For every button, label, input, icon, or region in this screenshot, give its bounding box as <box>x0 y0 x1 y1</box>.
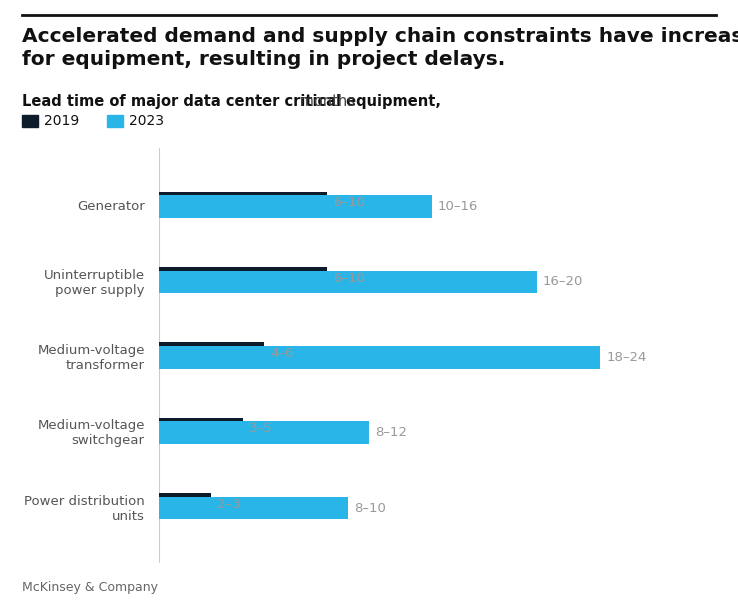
Bar <box>159 417 243 440</box>
Text: 2–3: 2–3 <box>218 498 241 511</box>
Bar <box>159 195 432 218</box>
Text: 18–24: 18–24 <box>606 351 646 364</box>
Bar <box>159 497 348 519</box>
Text: months: months <box>295 94 355 109</box>
Text: Lead time of major data center critical equipment,: Lead time of major data center critical … <box>22 94 441 109</box>
Text: McKinsey & Company: McKinsey & Company <box>22 581 158 594</box>
Bar <box>159 192 327 214</box>
Text: 8–12: 8–12 <box>375 426 407 439</box>
Bar <box>159 342 263 365</box>
Text: 6–10: 6–10 <box>333 197 365 209</box>
Text: 2019: 2019 <box>44 114 80 128</box>
Text: 8–10: 8–10 <box>354 502 386 514</box>
Text: 10–16: 10–16 <box>438 200 478 213</box>
Text: 3–5: 3–5 <box>249 422 272 436</box>
Bar <box>159 267 327 290</box>
Text: 4–6: 4–6 <box>270 347 294 360</box>
Bar <box>159 493 211 515</box>
Text: 6–10: 6–10 <box>333 272 365 285</box>
Bar <box>159 270 537 293</box>
Text: 16–20: 16–20 <box>543 275 584 289</box>
Bar <box>159 421 369 444</box>
Text: Accelerated demand and supply chain constraints have increased lead times
for eq: Accelerated demand and supply chain cons… <box>22 27 738 69</box>
Text: 2023: 2023 <box>129 114 164 128</box>
Bar <box>159 346 600 368</box>
